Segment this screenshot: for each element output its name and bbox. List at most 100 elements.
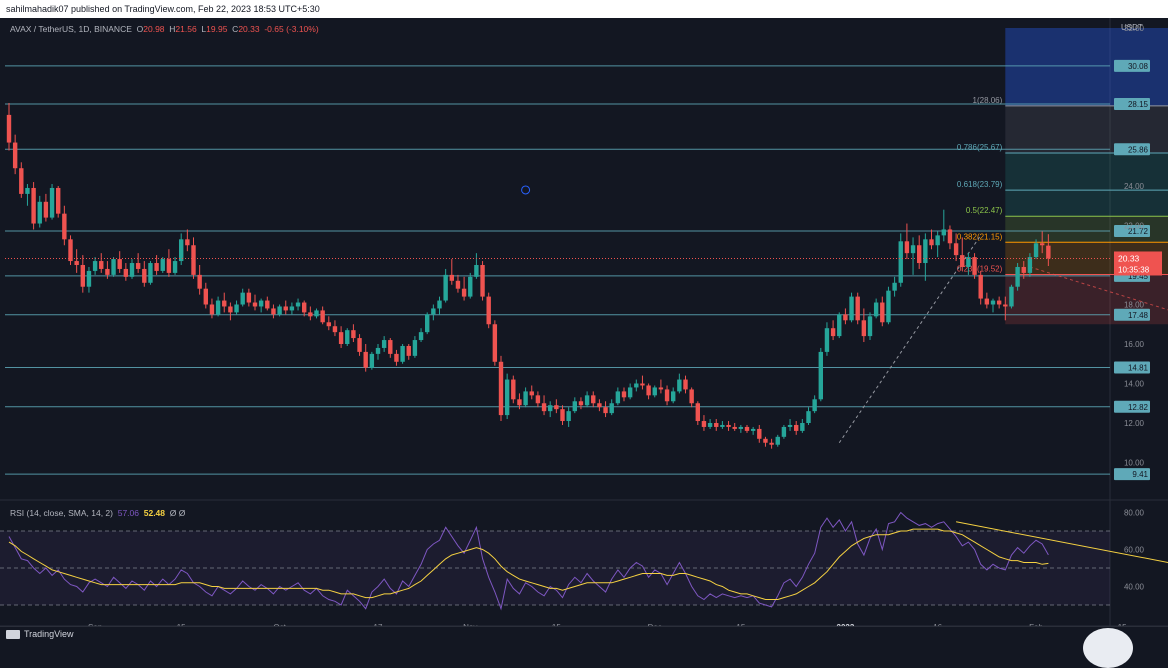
candle-body bbox=[800, 423, 805, 431]
fib-zone bbox=[1005, 153, 1168, 191]
tradingview-logo[interactable]: TradingView bbox=[6, 629, 74, 639]
rsi-tick-label: 40.00 bbox=[1124, 583, 1145, 592]
candle-body bbox=[855, 296, 860, 321]
last-price-label: 20.33 bbox=[1118, 253, 1140, 263]
candle-body bbox=[283, 306, 288, 311]
low-value: 19.95 bbox=[206, 24, 228, 34]
symbol-label[interactable]: AVAX / TetherUS, 1D, BINANCE bbox=[10, 24, 132, 34]
candle-body bbox=[929, 239, 934, 246]
candle-body bbox=[443, 274, 448, 301]
candle-body bbox=[166, 259, 172, 273]
candle-body bbox=[535, 395, 541, 404]
open-value: 20.98 bbox=[143, 24, 165, 34]
candle-body bbox=[787, 424, 793, 427]
candle-body bbox=[486, 296, 491, 325]
candle-body bbox=[615, 391, 621, 404]
candle-body bbox=[566, 411, 571, 422]
candle-body bbox=[707, 423, 713, 427]
candle-body bbox=[714, 423, 719, 427]
candle-body bbox=[560, 409, 565, 422]
candle-body bbox=[849, 296, 854, 321]
candle-body bbox=[277, 306, 282, 315]
candle-body bbox=[935, 235, 940, 246]
candle-body bbox=[886, 290, 891, 323]
candle-body bbox=[873, 302, 879, 317]
candle-body bbox=[185, 239, 190, 246]
candle-body bbox=[56, 187, 61, 214]
fib-zone bbox=[1005, 190, 1168, 217]
candle-body bbox=[695, 403, 700, 422]
candle-body bbox=[591, 395, 596, 404]
candle-body bbox=[677, 379, 682, 392]
candle-body bbox=[302, 302, 307, 313]
candles bbox=[6, 103, 1051, 449]
candle-body bbox=[504, 379, 510, 416]
candle-body bbox=[99, 261, 104, 269]
candle-body bbox=[338, 332, 344, 344]
price-chart-svg[interactable]: 1(28.06) 0.786(25.67) 0.618(23.79) 0.5(22.4… bbox=[0, 18, 1168, 638]
level-price-tag bbox=[1114, 225, 1150, 238]
level-price-label: 30.08 bbox=[1128, 62, 1149, 71]
candle-body bbox=[750, 428, 756, 431]
candle-body bbox=[664, 389, 670, 402]
candle-body bbox=[252, 302, 258, 307]
candle-body bbox=[406, 345, 411, 356]
candle-body bbox=[806, 411, 811, 423]
anchor-point-marker bbox=[521, 185, 531, 195]
candle-body bbox=[105, 268, 110, 275]
candle-body bbox=[726, 424, 731, 427]
candle-body bbox=[861, 320, 867, 337]
fib-level-label: 0.382(21.15) bbox=[957, 232, 1003, 241]
candle-body bbox=[135, 263, 141, 269]
candle-body bbox=[720, 424, 725, 427]
candle-body bbox=[738, 426, 744, 429]
candle-body bbox=[209, 304, 215, 315]
candle-body bbox=[43, 201, 49, 218]
price-tick-label: 14.00 bbox=[1124, 380, 1145, 389]
level-price-tag bbox=[1114, 468, 1150, 481]
candle-body bbox=[314, 310, 319, 317]
currency-label: USDT bbox=[1121, 23, 1143, 32]
level-price-label: 28.15 bbox=[1128, 100, 1149, 109]
rsi-pane: 80.00 60.00 40.00 bbox=[0, 509, 1168, 611]
rsi-label[interactable]: RSI (14, close, SMA, 14, 2) bbox=[10, 508, 113, 518]
candle-body bbox=[246, 292, 252, 303]
price-legend: AVAX / TetherUS, 1D, BINANCE O20.98 H21.… bbox=[10, 24, 319, 34]
candle-body bbox=[843, 314, 848, 321]
candle-body bbox=[996, 300, 1002, 305]
change-value: -0.65 (-3.10%) bbox=[264, 24, 319, 34]
level-price-label: 14.81 bbox=[1128, 364, 1149, 373]
candle-body bbox=[953, 243, 959, 256]
fib-level-label: 0.236(19.52) bbox=[957, 264, 1003, 273]
candle-body bbox=[351, 330, 356, 339]
candle-body bbox=[148, 263, 153, 283]
corner-button[interactable] bbox=[1083, 628, 1133, 668]
candle-body bbox=[640, 383, 645, 386]
candle-body bbox=[474, 265, 479, 277]
footer: TradingView bbox=[0, 626, 1168, 645]
candle-body bbox=[904, 241, 910, 254]
candle-body bbox=[142, 268, 147, 283]
candle-body bbox=[228, 306, 233, 313]
candle-body bbox=[37, 201, 42, 224]
candle-body bbox=[320, 310, 325, 323]
level-price-tag bbox=[1114, 98, 1150, 111]
candle-body bbox=[74, 261, 79, 265]
candle-body bbox=[1021, 266, 1026, 273]
candle-body bbox=[701, 421, 707, 427]
level-price-tag bbox=[1114, 59, 1150, 72]
chart-area[interactable]: 1(28.06) 0.786(25.67) 0.618(23.79) 0.5(22.4… bbox=[0, 18, 1168, 662]
price-tick-label: 18.00 bbox=[1124, 301, 1145, 310]
candle-body bbox=[732, 426, 737, 429]
candle-body bbox=[455, 280, 461, 289]
candle-body bbox=[1040, 243, 1045, 246]
candle-body bbox=[880, 302, 885, 323]
candle-body bbox=[357, 338, 362, 352]
candle-body bbox=[627, 387, 633, 398]
candle-body bbox=[941, 229, 946, 236]
price-tick-label: 24.00 bbox=[1124, 182, 1145, 191]
candle-body bbox=[541, 403, 547, 412]
price-tick-label: 10.00 bbox=[1124, 459, 1145, 468]
candle-body bbox=[215, 300, 221, 315]
level-price-label: 25.86 bbox=[1128, 145, 1149, 154]
